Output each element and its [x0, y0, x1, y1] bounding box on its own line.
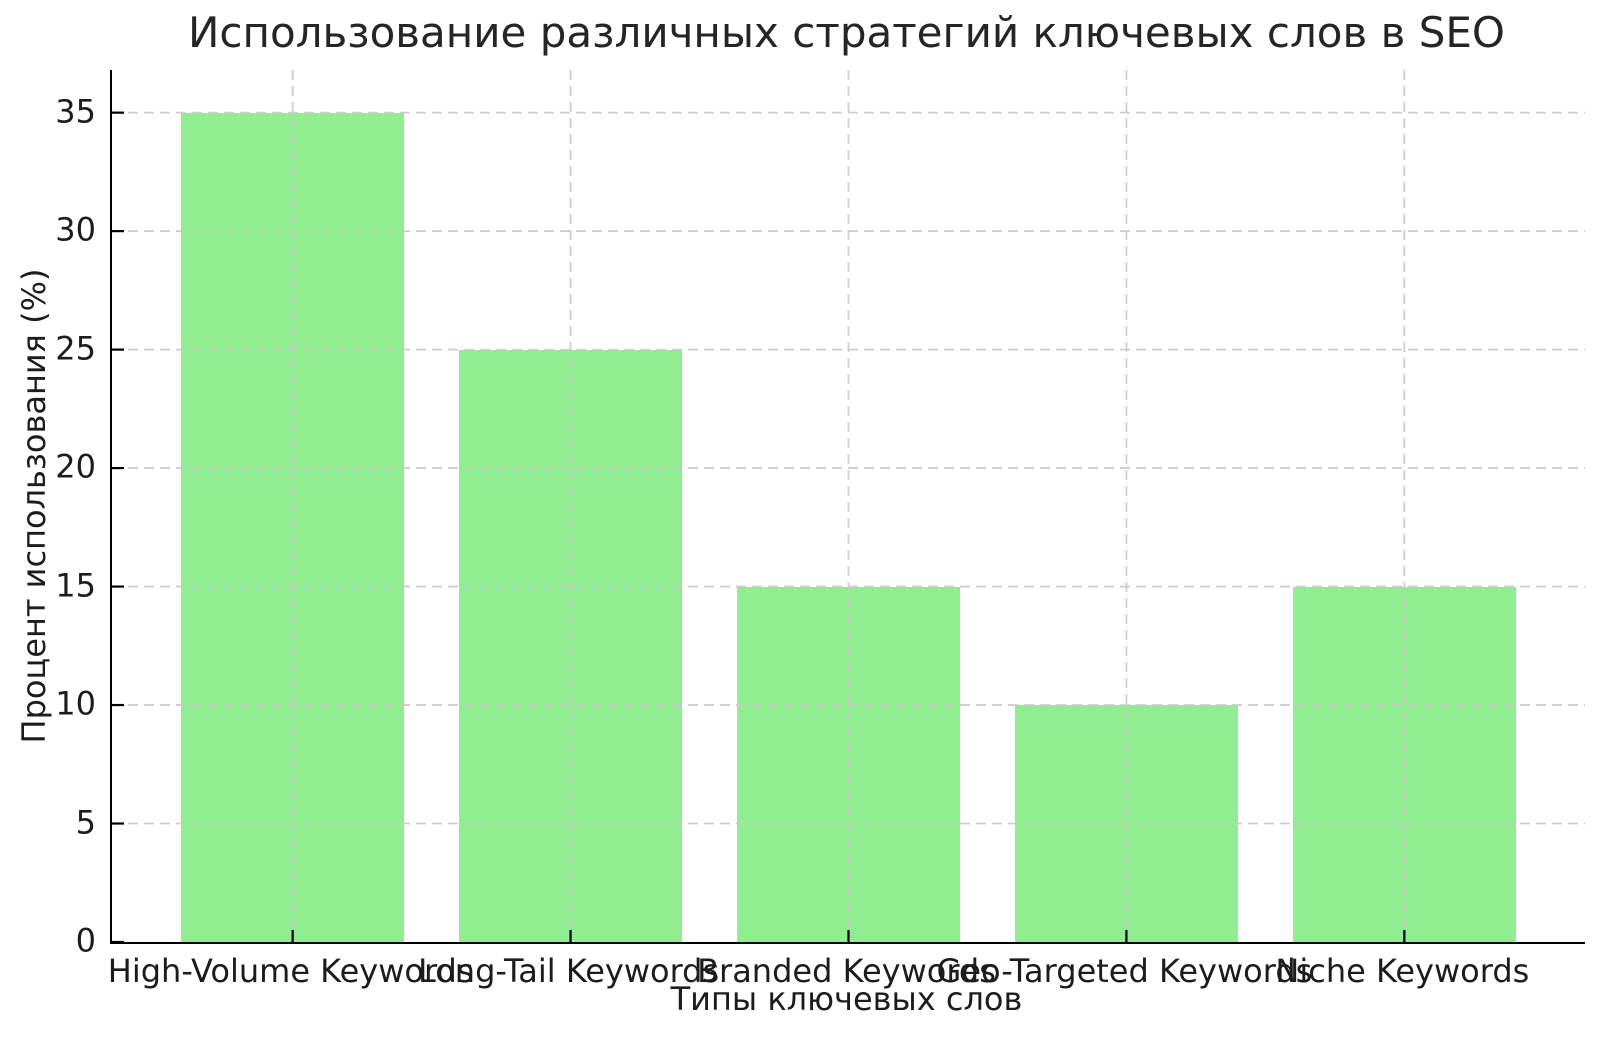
chart-title: Использование различных стратегий ключев… — [188, 8, 1505, 57]
plot-area — [110, 70, 1585, 944]
y-tick-label-5: 5 — [75, 802, 96, 841]
bar-high-volume-keywords — [181, 112, 404, 942]
y-tick-label-30: 30 — [55, 210, 96, 249]
x-tick-label-high-volume-keywords: High-Volume Keywords — [107, 952, 474, 990]
y-tick-label-20: 20 — [55, 447, 96, 486]
y-tick-label-10: 10 — [55, 684, 96, 723]
bars-layer — [112, 70, 1585, 942]
y-tick-label-0: 0 — [75, 921, 96, 960]
bar-branded-keywords — [737, 586, 960, 942]
x-tick-label-niche-keywords: Niche Keywords — [1275, 952, 1530, 990]
x-axis-label: Типы ключевых слов — [670, 980, 1023, 1018]
x-tick-label-branded-keywords: Branded Keywords — [697, 952, 996, 990]
y-tick-label-15: 15 — [55, 566, 96, 605]
bar-geo-targeted-keywords — [1015, 705, 1238, 942]
x-tick-label-long-tail-keywords: Long-Tail Keywords — [417, 952, 720, 990]
y-axis-label: Процент использования (%) — [15, 268, 53, 744]
x-tick-label-geo-targeted-keywords: Geo-Targeted Keywords — [936, 952, 1313, 990]
bar-long-tail-keywords — [459, 349, 682, 942]
y-tick-label-25: 25 — [55, 329, 96, 368]
y-tick-label-35: 35 — [55, 92, 96, 131]
bar-niche-keywords — [1293, 586, 1516, 942]
